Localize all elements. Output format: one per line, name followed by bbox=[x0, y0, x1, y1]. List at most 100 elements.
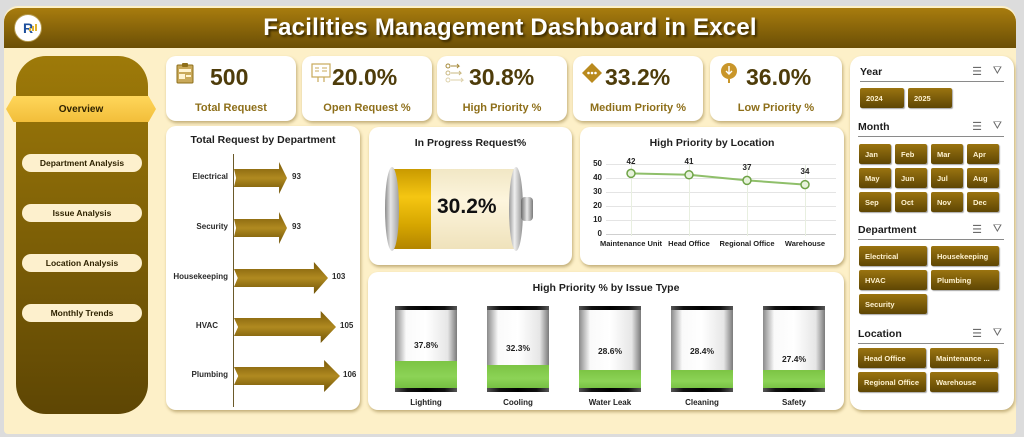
slicer-location-head-office[interactable]: Head Office bbox=[858, 348, 926, 368]
x-label: Head Office bbox=[668, 239, 710, 248]
kpi-value: 30.8% bbox=[469, 64, 535, 90]
kpi-label: High Priority % bbox=[462, 102, 542, 114]
bar-arrow bbox=[234, 311, 336, 343]
cylinder-fill bbox=[763, 370, 825, 392]
cylinder-fill bbox=[671, 370, 733, 392]
down-arrow-pin-icon bbox=[721, 63, 737, 83]
bar-value: 105 bbox=[340, 321, 354, 330]
cylinder-value: 37.8% bbox=[413, 340, 439, 350]
slicer-title: Department bbox=[858, 224, 917, 236]
bar-row: HVAC 105 bbox=[166, 309, 356, 345]
y-tick: 30 bbox=[593, 187, 602, 196]
kpi-value: 20.0% bbox=[332, 64, 398, 90]
slicer-location-warehouse[interactable]: Warehouse bbox=[930, 372, 998, 392]
slicer-location-maintenance[interactable]: Maintenance ... bbox=[930, 348, 998, 368]
slicer-month-jul[interactable]: Jul bbox=[931, 168, 963, 188]
chart-total-request-by-department: Total Request by Department Electrical 9… bbox=[166, 126, 360, 410]
slicer-department-header: Department ☰ ⛛ bbox=[858, 222, 1004, 240]
slicer-year-2024[interactable]: 2024 bbox=[860, 88, 904, 108]
cylinder-label: Safety bbox=[781, 398, 806, 407]
header-bar: R Facilities Management Dashboard in Exc… bbox=[4, 8, 1016, 48]
cylinder-fill bbox=[395, 361, 457, 392]
kpi-label: Low Priority % bbox=[737, 102, 815, 114]
bar-arrow bbox=[234, 360, 340, 392]
multi-select-icon[interactable]: ☰ bbox=[972, 121, 982, 133]
point-label: 41 bbox=[684, 157, 694, 166]
slicer-month-aug[interactable]: Aug bbox=[967, 168, 999, 188]
kpi-label: Open Request % bbox=[323, 102, 411, 114]
slicer-month-nov[interactable]: Nov bbox=[931, 192, 963, 212]
bar-row: Plumbing 106 bbox=[166, 358, 356, 394]
bar-value: 103 bbox=[332, 272, 346, 281]
slicer-month-sep[interactable]: Sep bbox=[859, 192, 891, 212]
cylinder-fill bbox=[579, 370, 641, 392]
clear-filter-icon[interactable]: ⛛ bbox=[992, 327, 1002, 339]
cylinder-value: 28.6% bbox=[597, 346, 623, 356]
cylinder-bar: 28.4% bbox=[671, 306, 733, 392]
cylinder-bar: 37.8% bbox=[395, 306, 457, 392]
point-label: 37 bbox=[742, 163, 752, 172]
bar-value: 106 bbox=[343, 370, 357, 379]
multi-select-icon[interactable]: ☰ bbox=[972, 328, 982, 340]
multi-select-icon[interactable]: ☰ bbox=[972, 224, 982, 236]
y-tick: 40 bbox=[593, 173, 602, 182]
bar-label: Housekeeping bbox=[173, 272, 228, 281]
kpi-value: 500 bbox=[210, 64, 249, 90]
clear-filter-icon[interactable]: ⛛ bbox=[992, 120, 1002, 132]
chart-in-progress-request: In Progress Request% 30.2% bbox=[369, 127, 572, 265]
battery-value: 30.2% bbox=[437, 195, 497, 218]
chart-title: High Priority by Location bbox=[649, 137, 775, 149]
multi-select-icon[interactable]: ☰ bbox=[972, 66, 982, 78]
logo-text: R bbox=[22, 20, 34, 36]
kpi-medium-priority: 33.2% Medium Priority % bbox=[573, 56, 703, 121]
point-label: 42 bbox=[626, 157, 636, 166]
slicer-location-regional-office[interactable]: Regional Office bbox=[858, 372, 926, 392]
sidebar-item-monthly-trends[interactable]: Monthly Trends bbox=[22, 304, 142, 322]
cylinder-value: 32.3% bbox=[505, 343, 531, 353]
sidebar-item-issue-analysis[interactable]: Issue Analysis bbox=[22, 204, 142, 222]
slicer-month-feb[interactable]: Feb bbox=[895, 144, 927, 164]
bar-row: Security 93 bbox=[166, 210, 356, 246]
slicer-month-jan[interactable]: Jan bbox=[859, 144, 891, 164]
chart-high-priority-by-issue-type: High Priority % by Issue Type 37.8% Ligh… bbox=[368, 272, 844, 410]
y-tick: 10 bbox=[593, 215, 602, 224]
slicer-department-security[interactable]: Security bbox=[859, 294, 927, 314]
cylinder-fill bbox=[487, 365, 549, 392]
sidebar-item-location-analysis[interactable]: Location Analysis bbox=[22, 254, 142, 272]
chart-axis bbox=[233, 154, 234, 407]
logo-icon: R bbox=[14, 14, 42, 42]
sidebar-item-overview[interactable]: Overview bbox=[6, 96, 156, 122]
bar-label: Security bbox=[196, 222, 228, 231]
cylinder-value: 27.4% bbox=[781, 354, 807, 364]
x-label: Warehouse bbox=[784, 239, 826, 248]
clear-filter-icon[interactable]: ⛛ bbox=[992, 223, 1002, 235]
battery-cap-right bbox=[509, 167, 523, 251]
slicer-department-plumbing[interactable]: Plumbing bbox=[931, 270, 999, 290]
slicer-department-hvac[interactable]: HVAC bbox=[859, 270, 927, 290]
clear-filter-icon[interactable]: ⛛ bbox=[992, 65, 1002, 77]
cylinder-bar: 32.3% bbox=[487, 306, 549, 392]
bar-arrow bbox=[234, 212, 287, 244]
point-label: 34 bbox=[800, 167, 810, 176]
cylinder-label: Cleaning bbox=[685, 398, 719, 407]
slicer-year-header: Year ☰ ⛛ bbox=[860, 64, 1004, 82]
slicer-month-jun[interactable]: Jun bbox=[895, 168, 927, 188]
slicer-month-apr[interactable]: Apr bbox=[967, 144, 999, 164]
bar-label: HVAC bbox=[195, 321, 218, 330]
bar-arrow bbox=[234, 162, 287, 194]
cylinder-bar: 27.4% bbox=[763, 306, 825, 392]
slicer-month-oct[interactable]: Oct bbox=[895, 192, 927, 212]
slicer-department-electrical[interactable]: Electrical bbox=[859, 246, 927, 266]
sidebar-item-department-analysis[interactable]: Department Analysis bbox=[22, 154, 142, 172]
slicer-month-dec[interactable]: Dec bbox=[967, 192, 999, 212]
slicer-year-2025[interactable]: 2025 bbox=[908, 88, 952, 108]
slicer-department-housekeeping[interactable]: Housekeeping bbox=[931, 246, 999, 266]
chart-title: Total Request by Department bbox=[190, 134, 336, 146]
line-series bbox=[626, 168, 810, 190]
page-title: Facilities Management Dashboard in Excel bbox=[263, 14, 757, 41]
kpi-value: 33.2% bbox=[605, 64, 671, 90]
slicer-month-may[interactable]: May bbox=[859, 168, 891, 188]
battery-gauge: 30.2% bbox=[385, 167, 533, 251]
y-tick: 0 bbox=[597, 229, 602, 238]
slicer-month-mar[interactable]: Mar bbox=[931, 144, 963, 164]
